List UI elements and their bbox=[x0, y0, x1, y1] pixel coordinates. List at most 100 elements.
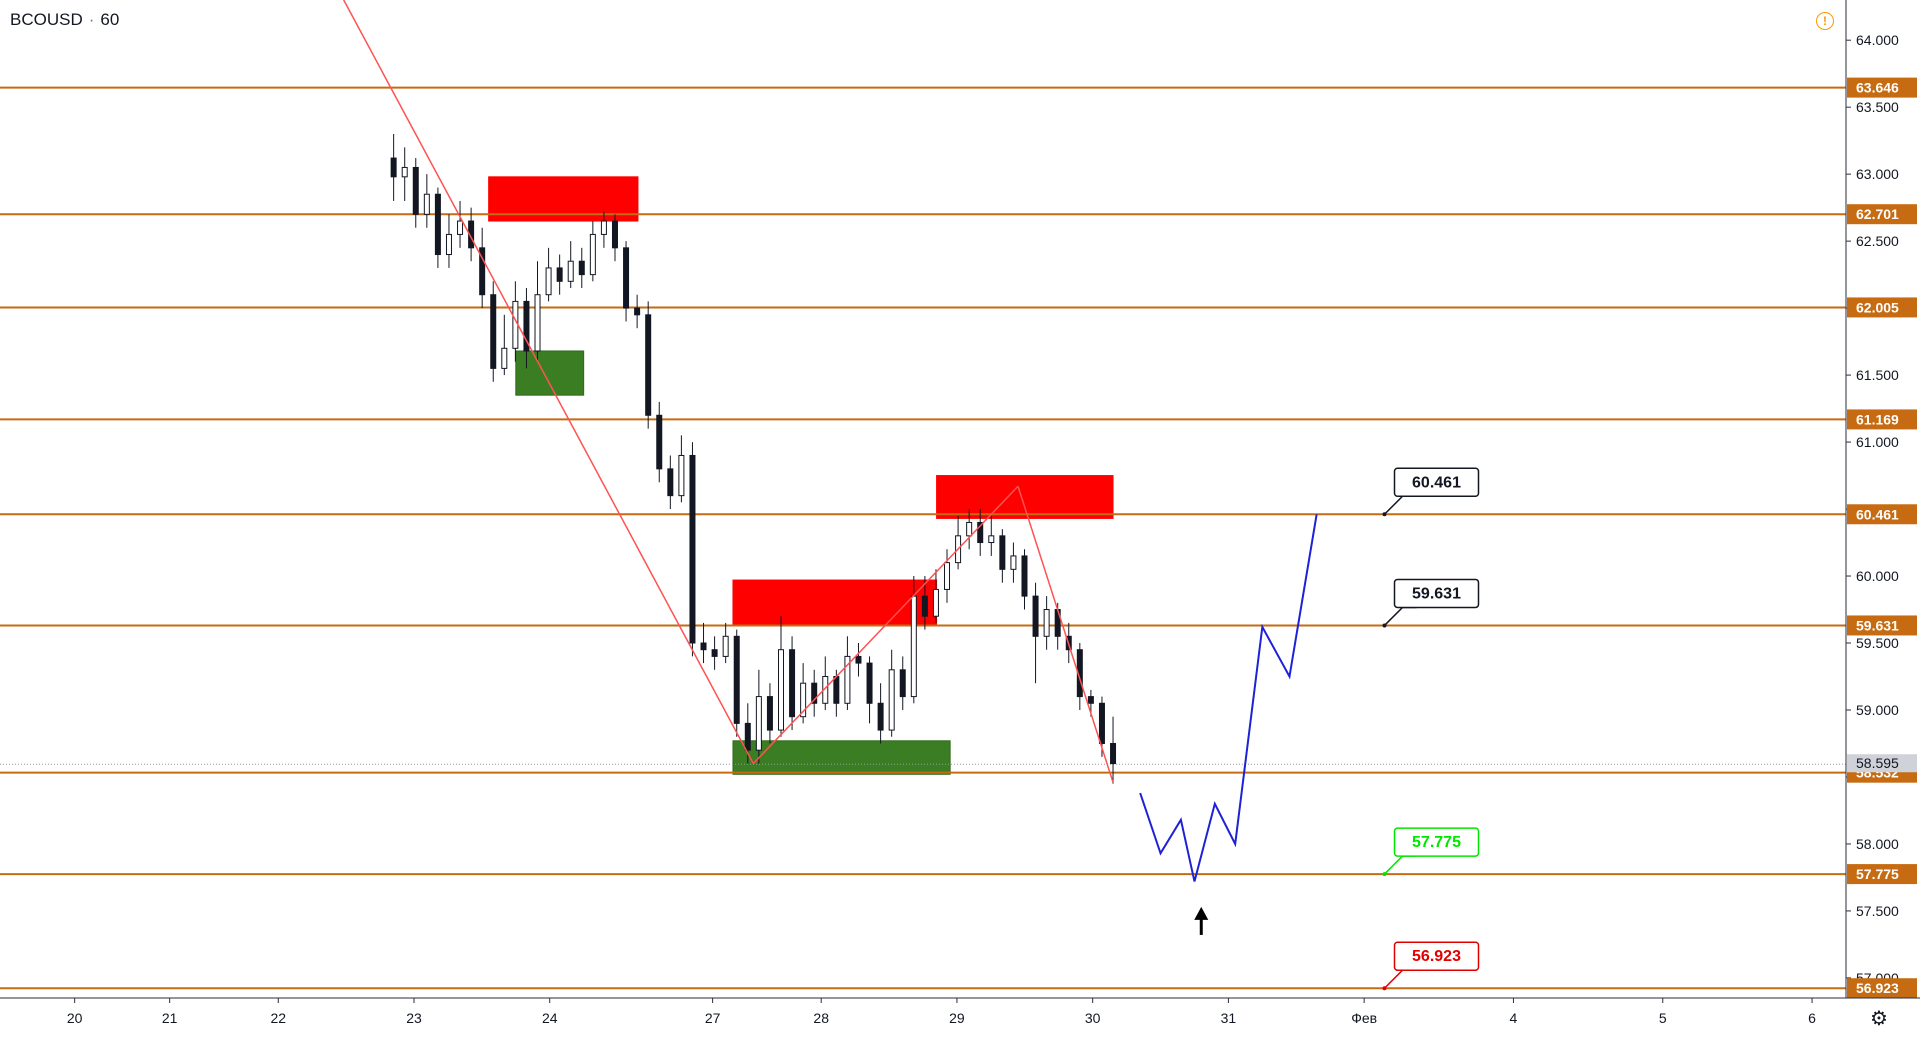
candle-body bbox=[634, 307, 641, 316]
y-tick-label: 64.000 bbox=[1856, 32, 1899, 48]
support-zone bbox=[732, 740, 951, 775]
x-tick-label: 27 bbox=[705, 1010, 721, 1026]
candle-body bbox=[700, 642, 707, 651]
candle-body bbox=[523, 300, 530, 352]
level-price-label: 61.169 bbox=[1856, 411, 1899, 427]
horizontal-levels[interactable] bbox=[0, 86, 1846, 990]
level-price-label: 62.005 bbox=[1856, 299, 1899, 315]
callout-anchor bbox=[1382, 986, 1387, 991]
trend-line bbox=[752, 485, 1019, 765]
candle-body bbox=[1021, 555, 1028, 597]
candle-body bbox=[1043, 609, 1050, 637]
candle-body bbox=[545, 267, 552, 296]
level-price-tag bbox=[1847, 297, 1917, 318]
candle-body bbox=[412, 166, 419, 215]
callout-pointer bbox=[1383, 855, 1417, 875]
y-tick-label: 61.500 bbox=[1856, 367, 1899, 383]
y-tick-label: 63.500 bbox=[1856, 99, 1899, 115]
y-tick-label: 57.500 bbox=[1856, 903, 1899, 919]
candle-body bbox=[434, 193, 441, 256]
level-price-label: 56.923 bbox=[1856, 980, 1899, 996]
candle-body bbox=[833, 675, 840, 704]
candle bbox=[811, 669, 818, 717]
level-price-tag bbox=[1847, 504, 1917, 525]
candle-body bbox=[711, 649, 718, 657]
candle bbox=[589, 221, 596, 282]
candle bbox=[479, 227, 486, 309]
candle-body bbox=[468, 220, 475, 249]
candle-body bbox=[944, 562, 951, 590]
y-tick-label: 60.000 bbox=[1856, 568, 1899, 584]
candle bbox=[921, 576, 928, 630]
candle-body bbox=[744, 722, 751, 751]
x-tick-label: 24 bbox=[542, 1010, 558, 1026]
candle-body bbox=[1010, 555, 1017, 570]
candle-body bbox=[877, 702, 884, 731]
x-tick-label: 29 bbox=[949, 1010, 965, 1026]
callout-label: 60.461 bbox=[1412, 474, 1461, 491]
candle bbox=[733, 629, 740, 737]
candle bbox=[711, 636, 718, 670]
candle-body bbox=[755, 696, 762, 751]
candle-body bbox=[512, 300, 519, 349]
candle bbox=[678, 435, 685, 503]
level-price-tag bbox=[1847, 77, 1917, 98]
candle bbox=[1110, 716, 1117, 784]
callout-pointer bbox=[1383, 606, 1417, 626]
candle-body bbox=[567, 260, 574, 282]
candle bbox=[944, 549, 951, 603]
callout-box bbox=[1393, 827, 1480, 857]
price-axis[interactable]: 64.00063.50063.00062.50062.00061.50061.0… bbox=[1845, 0, 1920, 1040]
candle bbox=[556, 254, 563, 295]
price-callouts[interactable]: 60.461 59.631 57.775 56.923 bbox=[1382, 467, 1480, 991]
level-price-tag bbox=[1847, 864, 1917, 885]
level-price-tag bbox=[1847, 615, 1917, 636]
y-tick-label: 62.500 bbox=[1856, 233, 1899, 249]
trend-lines[interactable] bbox=[326, 0, 1114, 783]
candle bbox=[955, 515, 962, 570]
candle bbox=[490, 281, 497, 382]
candle bbox=[855, 643, 862, 677]
level-price-label: 63.646 bbox=[1856, 80, 1899, 96]
candle bbox=[645, 301, 652, 429]
candle-body bbox=[623, 247, 630, 309]
candle bbox=[766, 683, 773, 744]
candle-body bbox=[1087, 696, 1094, 704]
level-price-label: 60.461 bbox=[1856, 506, 1899, 522]
candle bbox=[611, 214, 618, 262]
trend-line bbox=[342, 0, 754, 764]
candle-body bbox=[811, 682, 818, 704]
candle bbox=[634, 294, 641, 329]
candle bbox=[534, 261, 541, 362]
support-zone bbox=[515, 350, 585, 396]
gear-icon[interactable]: ⚙ bbox=[1870, 1008, 1888, 1030]
candle bbox=[789, 636, 796, 731]
candle-body bbox=[988, 535, 995, 544]
candle-body bbox=[932, 588, 939, 617]
forecast-path[interactable] bbox=[1139, 514, 1318, 935]
x-tick-label: 28 bbox=[813, 1010, 829, 1026]
x-tick-label: 5 bbox=[1659, 1010, 1667, 1026]
up-arrow-head bbox=[1194, 906, 1209, 920]
x-tick-label: 30 bbox=[1085, 1010, 1101, 1026]
warning-icon[interactable]: ! bbox=[1816, 12, 1834, 30]
candle bbox=[578, 247, 585, 289]
callout-box bbox=[1393, 467, 1480, 498]
candle bbox=[667, 455, 674, 510]
candle bbox=[877, 683, 884, 744]
candle-body bbox=[910, 595, 917, 698]
level-price-tag bbox=[1847, 409, 1917, 430]
candle bbox=[866, 656, 873, 724]
y-tick-label: 58.000 bbox=[1856, 836, 1899, 852]
y-tick-label: 59.500 bbox=[1856, 635, 1899, 651]
x-tick-label: 22 bbox=[270, 1010, 286, 1026]
zones bbox=[488, 176, 1114, 775]
candle-body bbox=[556, 267, 563, 282]
x-tick-label: 4 bbox=[1510, 1010, 1518, 1026]
candle bbox=[468, 207, 475, 262]
symbol-label[interactable]: BCOUSD · 60 bbox=[10, 10, 119, 30]
time-axis[interactable]: 20 21 22 23 24 27 28 29 30 31 Фев 4 5 6 bbox=[0, 997, 1920, 1026]
interval-label: 60 bbox=[100, 10, 120, 29]
candle-body bbox=[645, 314, 652, 416]
